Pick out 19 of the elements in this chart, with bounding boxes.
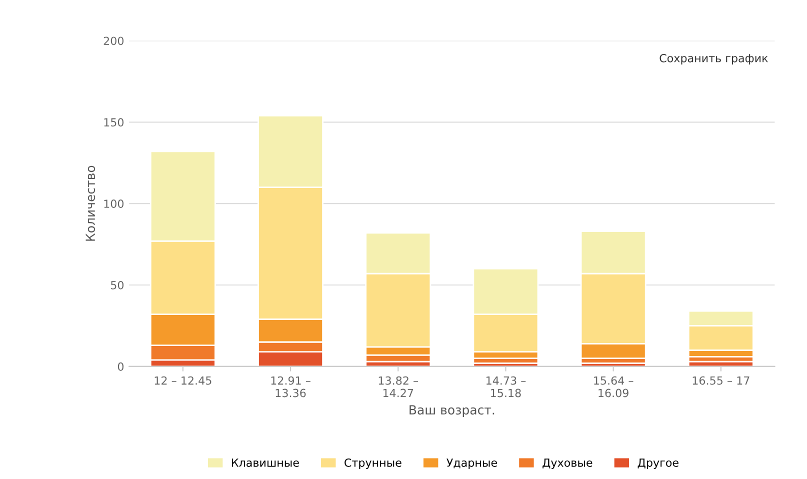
legend-label: Клавишные xyxy=(232,458,299,467)
x-tick-label: 12.91 – 13.36 xyxy=(271,376,310,398)
legend-label: Другое xyxy=(638,458,678,469)
x-tick-label: 12 – 12.45 xyxy=(154,376,212,385)
x-tick-label: 15.64 – 16.09 xyxy=(594,376,634,398)
y-axis-title: Количество xyxy=(86,166,96,241)
annotation: Сохранить график xyxy=(660,54,768,64)
x-axis-title: Ваш возраст. xyxy=(410,405,494,418)
x-tick-label: 16.55 – 17 xyxy=(692,376,750,385)
legend-label: Духовые xyxy=(542,458,592,469)
y-tick-label: 50 xyxy=(110,280,124,290)
y-tick-label: 0 xyxy=(118,362,124,371)
y-tick-label: 100 xyxy=(104,200,124,208)
x-tick-label: 14.73 – 15.18 xyxy=(486,376,526,398)
legend-label: Струнные xyxy=(344,458,402,469)
legend-label: Ударные xyxy=(446,458,497,469)
x-tick-label: 13.82 – 14.27 xyxy=(378,376,418,398)
y-tick-label: 200 xyxy=(104,36,124,46)
y-tick-label: 150 xyxy=(104,118,124,127)
